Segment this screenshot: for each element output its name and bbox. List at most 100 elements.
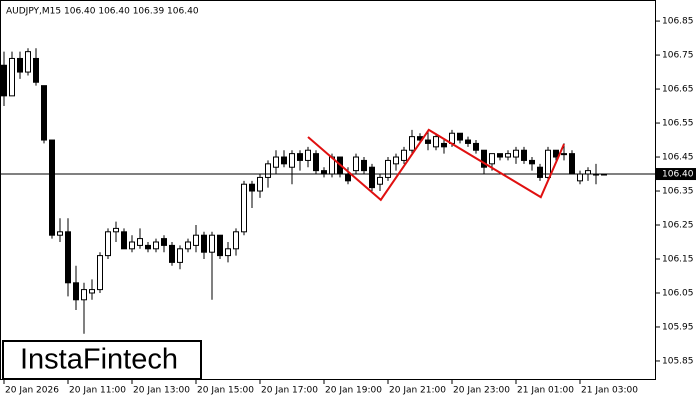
candle-body <box>273 156 279 168</box>
current-price-label: 106.40 <box>662 170 694 180</box>
candle-body <box>161 238 167 246</box>
candle-body <box>569 153 575 175</box>
candle-body <box>537 166 543 178</box>
candle-body <box>561 153 567 156</box>
candle-body <box>577 173 583 182</box>
y-tick-label: 106.45 <box>662 153 694 163</box>
candle-body <box>553 149 559 158</box>
candle-body <box>225 248 231 257</box>
y-tick-label: 106.65 <box>662 85 694 95</box>
y-tick-label: 106.25 <box>662 221 694 231</box>
candle-body <box>17 57 23 73</box>
candle-body <box>89 289 95 294</box>
candle-body <box>545 149 551 178</box>
x-tick-label: 20 Jan 19:00 <box>325 386 382 396</box>
plot-border <box>0 0 656 380</box>
x-tick-label: 20 Jan 15:00 <box>197 386 254 396</box>
candle-body <box>177 248 183 263</box>
candle-body <box>345 173 351 182</box>
candle-body <box>1 64 7 97</box>
x-tick-label: 20 Jan 2026 <box>5 386 59 396</box>
candle-body <box>297 153 303 161</box>
candle-body <box>113 227 119 233</box>
candle-body <box>401 149 407 161</box>
candle-body <box>57 231 63 236</box>
x-tick-label: 21 Jan 01:00 <box>517 386 574 396</box>
candle-body <box>513 149 519 158</box>
candle-body <box>529 159 535 165</box>
y-tick-label: 105.85 <box>662 356 694 366</box>
candle-body <box>481 149 487 168</box>
candle-body <box>465 139 471 144</box>
candle-body <box>377 176 383 185</box>
current-price-box <box>656 168 696 181</box>
candle-body <box>361 159 367 172</box>
candle-body <box>137 238 143 246</box>
candle-body <box>145 244 151 250</box>
pattern-line <box>307 128 565 202</box>
candle-body <box>369 166 375 189</box>
candle-body <box>121 231 127 250</box>
candle-body <box>97 255 103 291</box>
y-tick-label: 106.55 <box>662 119 694 129</box>
candle-body <box>473 142 479 151</box>
x-tick-label: 20 Jan 17:00 <box>261 386 318 396</box>
candle-body <box>9 57 15 97</box>
candle-body <box>521 149 527 161</box>
y-tick-label: 106.05 <box>662 288 694 298</box>
candle-body <box>169 244 175 263</box>
candle-body <box>409 136 415 151</box>
candle-body <box>185 241 191 250</box>
candle-body <box>25 51 31 73</box>
candle-body <box>393 156 399 165</box>
candle-body <box>441 142 447 148</box>
candle-body <box>265 163 271 178</box>
x-tick-label: 20 Jan 21:00 <box>389 386 446 396</box>
candle-body <box>385 159 391 178</box>
y-tick-label: 106.35 <box>662 187 694 197</box>
candle-body <box>313 153 319 172</box>
candle-body <box>73 282 79 301</box>
candle-body <box>201 234 207 253</box>
candle-body <box>281 156 287 165</box>
candle-body <box>65 231 71 284</box>
candle-body <box>129 241 135 250</box>
candle-body <box>321 170 327 175</box>
candle-body <box>41 85 47 141</box>
candle-body <box>289 153 295 168</box>
candle-body <box>489 153 495 165</box>
candle-body <box>33 57 39 83</box>
x-tick-label: 20 Jan 13:00 <box>133 386 190 396</box>
marks <box>1 48 607 334</box>
x-tick-label: 21 Jan 03:00 <box>581 386 638 396</box>
candle-body <box>49 139 55 236</box>
candle-body <box>585 170 591 175</box>
candle-body <box>193 234 199 246</box>
candle-body <box>241 183 247 233</box>
candle-body <box>505 153 511 158</box>
candle-body <box>105 231 111 257</box>
candle-body <box>249 183 255 192</box>
y-tick-label: 106.75 <box>662 51 694 61</box>
candle-body <box>217 234 223 257</box>
candle-body <box>233 231 239 250</box>
candle-body <box>257 176 263 192</box>
candle-body <box>153 241 159 250</box>
candle-body <box>433 136 439 148</box>
candle-body <box>425 139 431 144</box>
candle-body <box>457 132 463 141</box>
x-tick-label: 20 Jan 11:00 <box>69 386 126 396</box>
candle-body <box>81 289 87 301</box>
x-tick-label: 20 Jan 23:00 <box>453 386 510 396</box>
chart-title: AUDJPY,M15 106.40 106.40 106.39 106.40 <box>6 7 199 17</box>
candle-body <box>353 156 359 172</box>
logo: InstaFintech <box>20 344 178 376</box>
y-tick-label: 106.15 <box>662 254 694 264</box>
y-tick-label: 106.85 <box>662 17 694 27</box>
logo-box <box>2 340 202 380</box>
candle-body <box>209 234 215 253</box>
candle-body <box>305 149 311 161</box>
y-tick-label: 105.95 <box>662 322 694 332</box>
